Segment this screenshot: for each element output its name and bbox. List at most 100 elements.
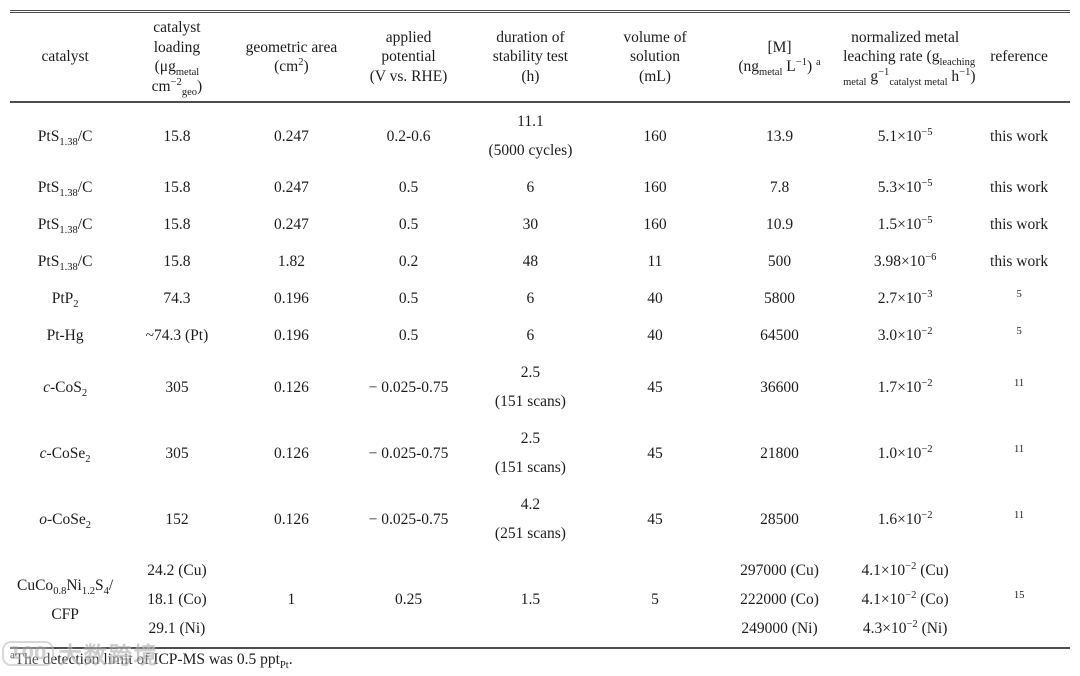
cell-applied-potential: − 0.025-0.75 — [368, 444, 449, 462]
table-row: c-CoS2 305 0.126 − 0.025-0.75 2.5 (151 scans)… — [10, 354, 1070, 420]
cell-reference: 11 — [1014, 509, 1025, 521]
cell-catalyst: c-CoSe2 — [39, 444, 91, 465]
cell-stability-duration: 2.5 (151 scans) — [494, 364, 566, 410]
cell-catalyst-loading: 305 — [165, 444, 189, 462]
cell-catalyst: PtP2 — [51, 290, 79, 311]
cell-leaching-rate: 5.3×10−5 — [877, 177, 933, 196]
cell-leaching-rate: 5.1×10−5 — [877, 126, 933, 145]
cell-metal-concentration: 21800 — [760, 444, 799, 462]
cell-catalyst-loading: 15.8 — [163, 179, 191, 196]
column-header-applied-potential: applied potential (V vs. RHE) — [349, 10, 468, 103]
column-header-stability-duration: duration of stability test (h) — [467, 10, 593, 103]
cell-geometric-area: 0.126 — [273, 510, 309, 528]
cell-solution-volume: 5 — [592, 552, 717, 649]
cell-catalyst: CuCo0.8Ni1.2S4/CFP — [10, 552, 121, 649]
cell-reference: 11 — [1014, 443, 1025, 455]
cell-applied-potential: 0.2 — [398, 253, 419, 270]
cell-catalyst-loading: 15.8 — [163, 127, 191, 145]
cell-stability-duration: 48 — [522, 253, 539, 270]
header-row: catalyst catalyst loading (μgmetal cm−2geo) g… — [10, 10, 1070, 103]
cell-geometric-area: 0.196 — [273, 290, 309, 307]
cell-reference: 5 — [1016, 288, 1022, 300]
cell-solution-volume: 160 — [643, 179, 667, 196]
column-header-catalyst: catalyst — [10, 10, 121, 103]
cell-catalyst: PtS1.38/C — [37, 216, 93, 237]
cell-catalyst: o-CoSe2 — [39, 510, 91, 531]
cell-stability-duration: 6 — [526, 179, 535, 196]
cell-geometric-area: 0.247 — [273, 127, 309, 145]
cell-catalyst: PtS1.38/C — [37, 179, 93, 200]
cell-leaching-rate: 1.6×10−2 — [877, 509, 933, 528]
table-row: CuCo0.8Ni1.2S4/CFP 24.2 (Cu) 18.1 (Co) 29.1… — [10, 552, 1070, 649]
cell-catalyst-loading: 15.8 — [163, 216, 191, 233]
cell-reference: 5 — [1016, 325, 1022, 337]
cell-reference: this work — [990, 253, 1049, 270]
cell-applied-potential: − 0.025-0.75 — [368, 510, 449, 528]
cell-geometric-area: 0.247 — [273, 216, 309, 233]
cell-solution-volume: 40 — [647, 327, 663, 344]
cell-stability-duration: 11.1 (5000 cycles) — [488, 113, 573, 159]
cell-solution-volume: 160 — [643, 216, 667, 233]
table-row: PtP2 74.3 0.196 0.5 6 40 5800 2.7×10−3 5 — [10, 280, 1070, 317]
cell-metal-concentration: 10.9 — [765, 216, 794, 233]
cell-solution-volume: 45 — [647, 444, 663, 462]
column-header-catalyst-loading: catalyst loading (μgmetal cm−2geo) — [120, 10, 234, 103]
cell-solution-volume: 45 — [647, 510, 663, 528]
cell-leaching-rate: 4.1×10−2 (Cu) 4.1×10−2 (Co) 4.3×10−2 (Ni) — [842, 552, 969, 649]
cell-leaching-rate: 2.7×10−3 — [877, 288, 933, 307]
cell-metal-concentration: 7.8 — [769, 179, 790, 196]
column-header-leaching-rate: normalized metal leaching rate (gleaching… — [842, 10, 976, 103]
cell-catalyst: PtS1.38/C — [37, 253, 93, 274]
cell-geometric-area: 0.126 — [273, 378, 309, 396]
cell-metal-concentration: 5800 — [764, 290, 796, 307]
cell-metal-concentration: 64500 — [760, 327, 799, 344]
cell-stability-duration: 4.2 (251 scans) — [494, 496, 566, 542]
metal-leaching-table: catalyst catalyst loading (μgmetal cm−2geo) g… — [10, 10, 1070, 649]
cell-metal-concentration: 500 — [767, 253, 792, 270]
cell-stability-duration: 2.5 (151 scans) — [494, 430, 566, 476]
cell-catalyst-loading: 15.8 — [163, 253, 191, 270]
column-header-metal-concentration: [M] (ngmetal L−1) a — [716, 10, 843, 103]
cell-catalyst: c-CoS2 — [43, 378, 88, 399]
cell-solution-volume: 160 — [643, 127, 667, 145]
cell-catalyst: Pt-Hg — [46, 327, 84, 344]
column-header-reference: reference — [968, 10, 1070, 103]
cell-applied-potential: 0.5 — [398, 179, 419, 196]
cell-metal-concentration: 28500 — [760, 510, 799, 528]
cell-reference: this work — [990, 216, 1049, 233]
column-header-solution-volume: volume of solution (mL) — [592, 10, 717, 103]
cell-reference: 15 — [968, 552, 1070, 649]
table-row: Pt-Hg ~74.3 (Pt) 0.196 0.5 6 40 64500 3.0×10−2 5 — [10, 317, 1070, 354]
cell-leaching-rate: 3.98×10−6 — [873, 251, 937, 270]
table-row: PtS1.38/C 15.8 0.247 0.5 6 160 7.8 5.3×10−5 this… — [10, 169, 1070, 206]
footnote: aThe detection limit of ICP-MS was 0.5 p… — [10, 649, 293, 672]
cell-geometric-area: 0.196 — [273, 327, 309, 344]
cell-leaching-rate: 1.0×10−2 — [877, 443, 933, 462]
table-body: PtS1.38/C 15.8 0.247 0.2-0.6 11.1 (5000 cycle… — [10, 102, 1070, 649]
cell-reference: this work — [990, 127, 1049, 145]
table-row: PtS1.38/C 15.8 0.247 0.2-0.6 11.1 (5000 cycle… — [10, 102, 1070, 169]
table-row: o-CoSe2 152 0.126 − 0.025-0.75 4.2 (251 scans… — [10, 486, 1070, 552]
cell-geometric-area: 1 — [233, 552, 350, 649]
cell-solution-volume: 40 — [647, 290, 663, 307]
cell-applied-potential: 0.5 — [398, 327, 419, 344]
cell-catalyst-loading: 305 — [165, 378, 189, 396]
cell-stability-duration: 6 — [526, 290, 535, 307]
cell-catalyst-loading: 24.2 (Cu) 18.1 (Co) 29.1 (Ni) — [120, 552, 234, 649]
cell-reference: 11 — [1014, 377, 1025, 389]
table-row: PtS1.38/C 15.8 1.82 0.2 48 11 500 3.98×10−6 this… — [10, 243, 1070, 280]
cell-stability-duration: 6 — [526, 327, 535, 344]
cell-applied-potential: 0.5 — [398, 216, 419, 233]
cell-solution-volume: 45 — [647, 378, 663, 396]
column-header-geometric-area: geometric area (cm2) — [233, 10, 350, 103]
cell-stability-duration: 30 — [522, 216, 539, 233]
cell-leaching-rate: 3.0×10−2 — [877, 325, 933, 344]
table-header: catalyst catalyst loading (μgmetal cm−2geo) g… — [10, 10, 1070, 103]
cell-catalyst-loading: 74.3 — [163, 290, 191, 307]
cell-geometric-area: 0.126 — [273, 444, 309, 462]
cell-geometric-area: 0.247 — [273, 179, 309, 196]
cell-solution-volume: 11 — [647, 253, 663, 270]
cell-leaching-rate: 1.7×10−2 — [877, 377, 933, 396]
cell-geometric-area: 1.82 — [277, 253, 305, 270]
